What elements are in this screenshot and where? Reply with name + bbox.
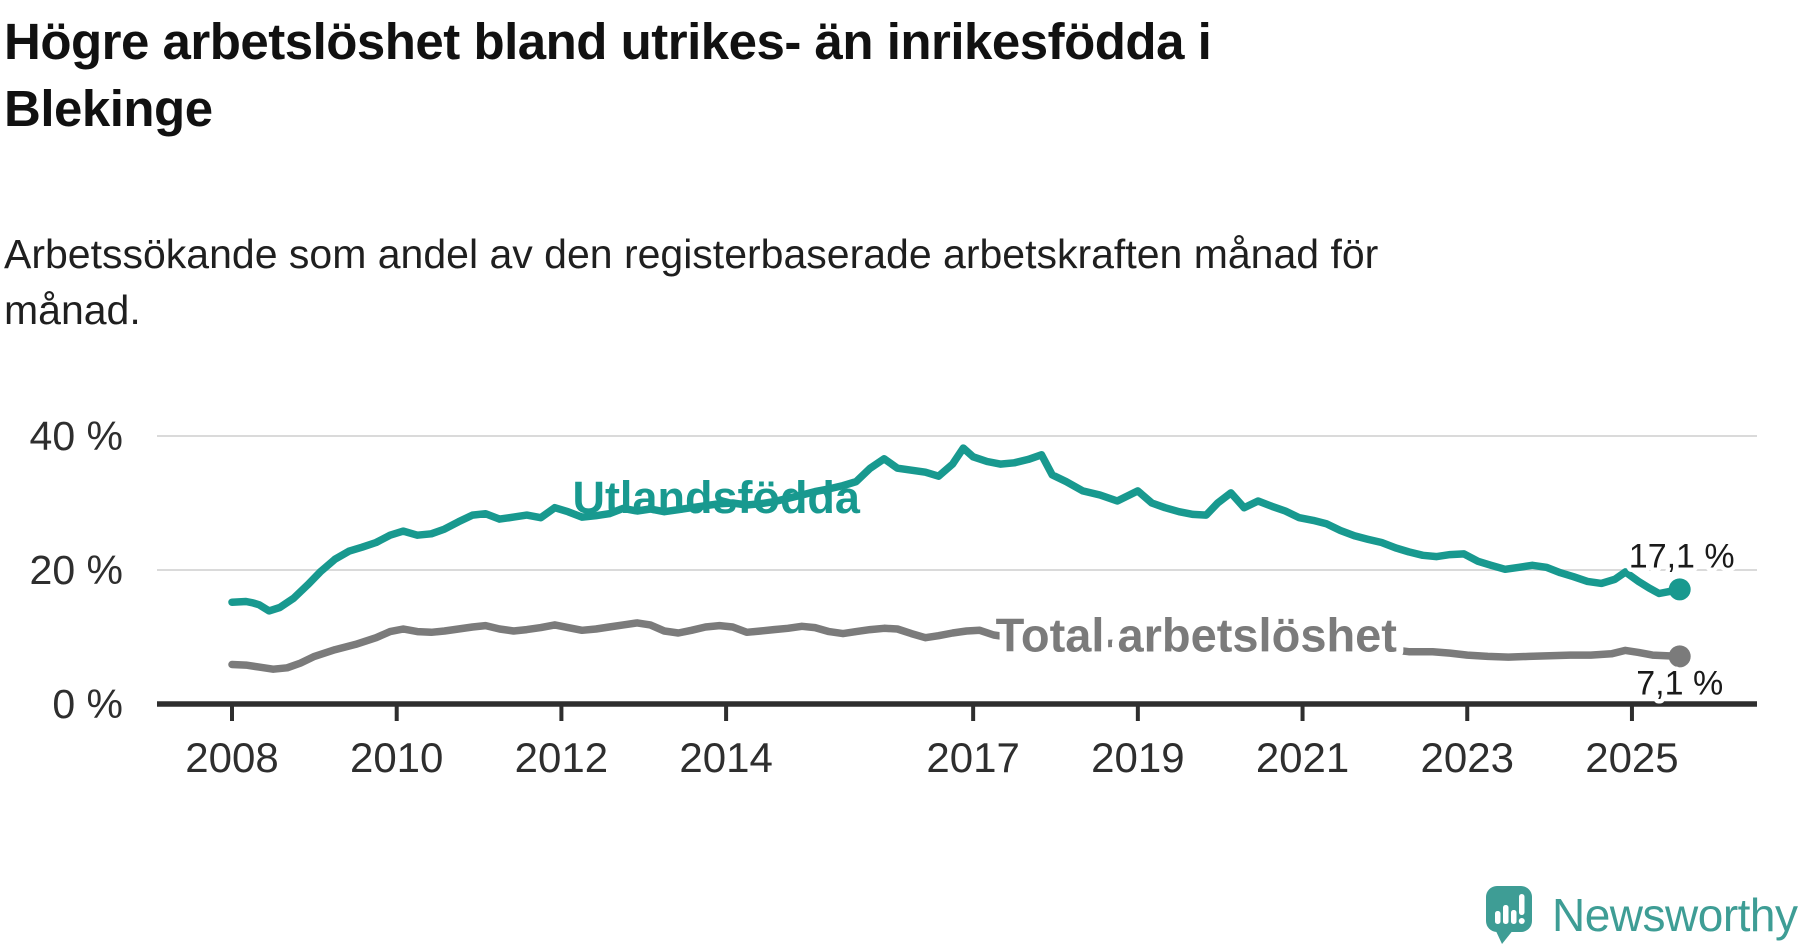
x-axis-label: 2021 — [1256, 734, 1349, 781]
page-subtitle: Arbetssökande som andel av den registerb… — [4, 226, 1378, 338]
series-end-dot — [1668, 645, 1691, 668]
series-label: Utlandsfödda — [572, 472, 860, 523]
y-axis-label: 20 % — [30, 547, 123, 593]
series-end-value-label: 7,1 % — [1636, 664, 1723, 702]
page-title: Högre arbetslöshet bland utrikes- än inr… — [4, 8, 1212, 142]
x-axis-label: 2025 — [1585, 734, 1678, 781]
page-title-line-1: Högre arbetslöshet bland utrikes- än inr… — [4, 13, 1212, 70]
newsworthy-logo: Newsworthy — [1486, 884, 1798, 946]
x-axis-label: 2023 — [1421, 734, 1514, 781]
x-axis-label: 2008 — [185, 734, 278, 781]
y-axis-label: 40 % — [30, 413, 123, 459]
newsworthy-chart-bubble-icon — [1486, 886, 1532, 944]
x-axis-label: 2014 — [679, 734, 772, 781]
page-title-line-2: Blekinge — [4, 80, 213, 137]
x-axis-label: 2017 — [926, 734, 1019, 781]
page-subtitle-line-1: Arbetssökande som andel av den registerb… — [4, 231, 1379, 277]
series-end-dot — [1668, 578, 1691, 601]
y-axis-label: 0 % — [52, 681, 123, 727]
x-axis-label: 2012 — [515, 734, 608, 781]
page-subtitle-line-2: månad. — [4, 287, 141, 333]
x-axis-label: 2019 — [1091, 734, 1184, 781]
series-label: Total arbetslöshet — [996, 608, 1398, 661]
series-line — [228, 619, 1684, 673]
newsworthy-logo-text: Newsworthy — [1552, 889, 1798, 941]
series-end-value-label: 17,1 % — [1629, 537, 1735, 575]
series-line — [228, 444, 1684, 615]
x-axis-label: 2010 — [350, 734, 443, 781]
